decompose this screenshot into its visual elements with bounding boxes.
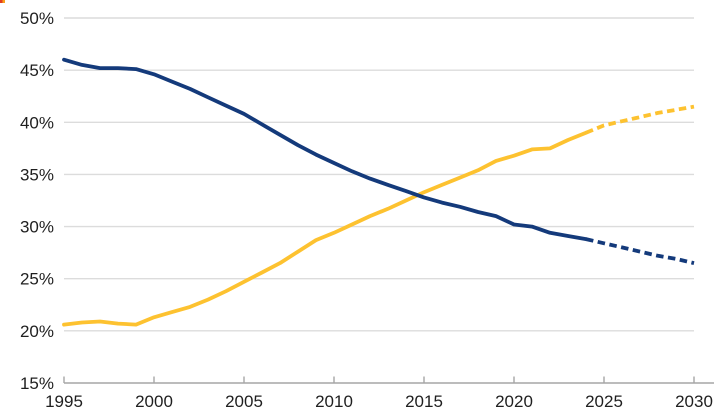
y-axis-tick-label: 45% xyxy=(20,61,54,80)
x-axis-tick-label: 2020 xyxy=(495,392,533,411)
y-axis-tick-label: 15% xyxy=(20,374,54,393)
y-axis-tick-label: 20% xyxy=(20,322,54,341)
x-axis-tick-label: 2000 xyxy=(135,392,173,411)
dark-blue-declining-line-projection xyxy=(585,237,695,265)
dark-blue-declining-line-historical xyxy=(62,57,588,242)
x-axis-tick-label: 2025 xyxy=(585,392,623,411)
x-axis-tick-label: 2010 xyxy=(315,392,353,411)
y-axis-tick-label: 25% xyxy=(20,270,54,289)
yellow-rising-line-projection xyxy=(585,104,695,135)
y-axis-tick-label: 40% xyxy=(20,113,54,132)
x-axis-tick-label: 1995 xyxy=(45,392,83,411)
cropped-corner-artifact xyxy=(0,0,5,3)
y-axis-tick-label: 50% xyxy=(20,9,54,28)
x-axis-tick-label: 2015 xyxy=(405,392,443,411)
y-axis-tick-label: 35% xyxy=(20,165,54,184)
x-axis-tick-label: 2030 xyxy=(675,392,713,411)
x-axis-tick-label: 2005 xyxy=(225,392,263,411)
yellow-rising-line-historical xyxy=(62,130,588,327)
y-axis-tick-label: 30% xyxy=(20,218,54,237)
